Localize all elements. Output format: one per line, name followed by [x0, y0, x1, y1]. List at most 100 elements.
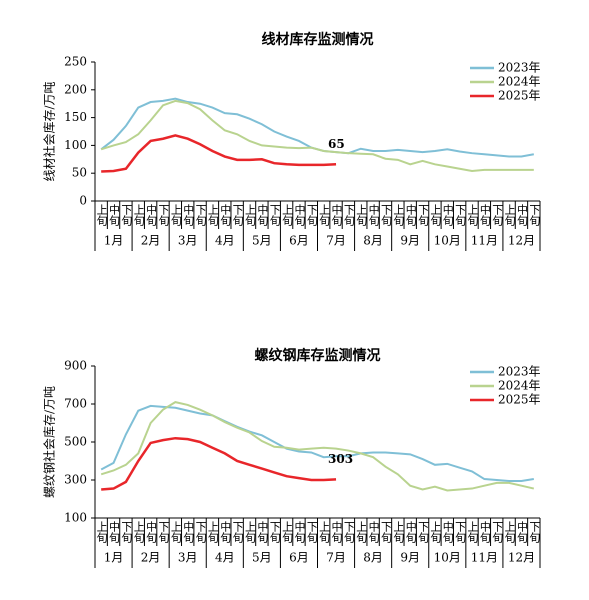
y-tick-label: 50 [72, 166, 87, 180]
x-tick-label: 上旬 [429, 204, 442, 227]
month-label: 11月 [471, 551, 498, 565]
y-tick-label: 150 [64, 110, 87, 124]
x-tick-label: 中旬 [182, 521, 195, 544]
x-tick-label: 上旬 [206, 521, 219, 544]
x-tick-label: 中旬 [441, 204, 454, 227]
x-tick-label: 中旬 [367, 204, 380, 227]
x-tick-label: 上旬 [132, 204, 145, 227]
x-tick-label: 下旬 [417, 204, 430, 227]
x-tick-label: 上旬 [392, 521, 405, 544]
month-label: 10月 [434, 234, 461, 248]
y-tick-label: 200 [64, 82, 87, 96]
series-line [100, 404, 534, 482]
series-line [100, 99, 534, 172]
x-tick-label: 中旬 [182, 204, 195, 227]
x-tick-label: 下旬 [268, 204, 281, 227]
x-tick-label: 下旬 [342, 521, 355, 544]
x-tick-label: 下旬 [528, 204, 541, 227]
x-tick-label: 中旬 [219, 204, 232, 227]
month-label: 7月 [326, 234, 346, 248]
y-tick-label: 100 [64, 511, 87, 525]
x-tick-label: 下旬 [379, 204, 392, 227]
y-tick-label: 300 [64, 473, 87, 487]
x-tick-label: 上旬 [318, 204, 331, 227]
month-label: 9月 [400, 551, 420, 565]
x-tick-label: 上旬 [169, 521, 182, 544]
month-label: 10月 [434, 551, 461, 565]
y-axis-label: 螺纹钢社会库存/万吨 [42, 386, 57, 498]
x-tick-label: 中旬 [108, 521, 121, 544]
x-tick-label: 中旬 [145, 521, 158, 544]
month-label: 2月 [141, 551, 161, 565]
x-tick-label: 中旬 [515, 204, 528, 227]
chart-title: 线材库存监测情况 [262, 31, 374, 48]
x-tick-label: 上旬 [392, 204, 405, 227]
legend-label: 2025年 [498, 393, 541, 407]
x-tick-label: 上旬 [95, 521, 108, 544]
legend-label: 2025年 [498, 89, 541, 103]
x-tick-label: 中旬 [293, 204, 306, 227]
x-tick-label: 中旬 [515, 521, 528, 544]
x-tick-label: 上旬 [503, 521, 516, 544]
x-tick-label: 下旬 [120, 521, 133, 544]
x-tick-label: 下旬 [194, 521, 207, 544]
y-tick-label: 0 [79, 194, 87, 208]
x-tick-label: 中旬 [219, 521, 232, 544]
x-tick-label: 下旬 [231, 204, 244, 227]
month-label: 4月 [215, 551, 235, 565]
x-tick-label: 下旬 [454, 521, 467, 544]
x-tick-label: 中旬 [478, 204, 491, 227]
x-tick-label: 上旬 [132, 521, 145, 544]
x-tick-label: 下旬 [120, 204, 133, 227]
x-tick-label: 上旬 [281, 204, 294, 227]
x-tick-label: 上旬 [355, 521, 368, 544]
month-label: 6月 [289, 551, 309, 565]
x-tick-label: 上旬 [355, 204, 368, 227]
x-tick-label: 中旬 [330, 204, 343, 227]
legend-label: 2023年 [498, 365, 541, 379]
month-label: 8月 [363, 551, 383, 565]
x-tick-label: 下旬 [454, 204, 467, 227]
month-label: 8月 [363, 234, 383, 248]
x-tick-label: 上旬 [169, 204, 182, 227]
month-label: 1月 [104, 234, 124, 248]
month-label: 12月 [508, 234, 535, 248]
x-tick-label: 中旬 [145, 204, 158, 227]
x-tick-label: 上旬 [244, 521, 257, 544]
x-tick-label: 下旬 [491, 521, 504, 544]
month-label: 5月 [252, 234, 272, 248]
series-line [101, 436, 337, 491]
legend-label: 2023年 [498, 61, 541, 75]
month-label: 7月 [326, 551, 346, 565]
chart-title: 螺纹钢库存监测情况 [255, 347, 381, 364]
series-line [100, 401, 535, 492]
x-tick-label: 下旬 [417, 521, 430, 544]
x-tick-label: 下旬 [305, 521, 318, 544]
x-tick-label: 下旬 [194, 204, 207, 227]
x-tick-label: 上旬 [466, 521, 479, 544]
x-tick-label: 下旬 [528, 521, 541, 544]
x-tick-label: 中旬 [256, 204, 269, 227]
x-tick-label: 下旬 [231, 521, 244, 544]
x-tick-label: 上旬 [429, 521, 442, 544]
annotation: 303 [328, 452, 353, 466]
x-tick-label: 下旬 [157, 204, 170, 227]
x-tick-label: 上旬 [244, 204, 257, 227]
series-line [100, 97, 534, 158]
x-tick-label: 中旬 [404, 204, 417, 227]
x-tick-label: 中旬 [404, 521, 417, 544]
y-tick-label: 700 [64, 397, 87, 411]
month-label: 12月 [508, 551, 535, 565]
month-label: 11月 [471, 234, 498, 248]
x-tick-label: 上旬 [503, 204, 516, 227]
y-tick-label: 900 [64, 359, 87, 373]
x-tick-label: 上旬 [206, 204, 219, 227]
x-tick-label: 下旬 [342, 204, 355, 227]
annotation: 65 [328, 137, 345, 151]
x-tick-label: 上旬 [466, 204, 479, 227]
x-tick-label: 下旬 [379, 521, 392, 544]
y-tick-label: 500 [64, 435, 87, 449]
x-tick-label: 上旬 [95, 204, 108, 227]
y-axis-label: 线材社会库存/万吨 [42, 81, 57, 181]
